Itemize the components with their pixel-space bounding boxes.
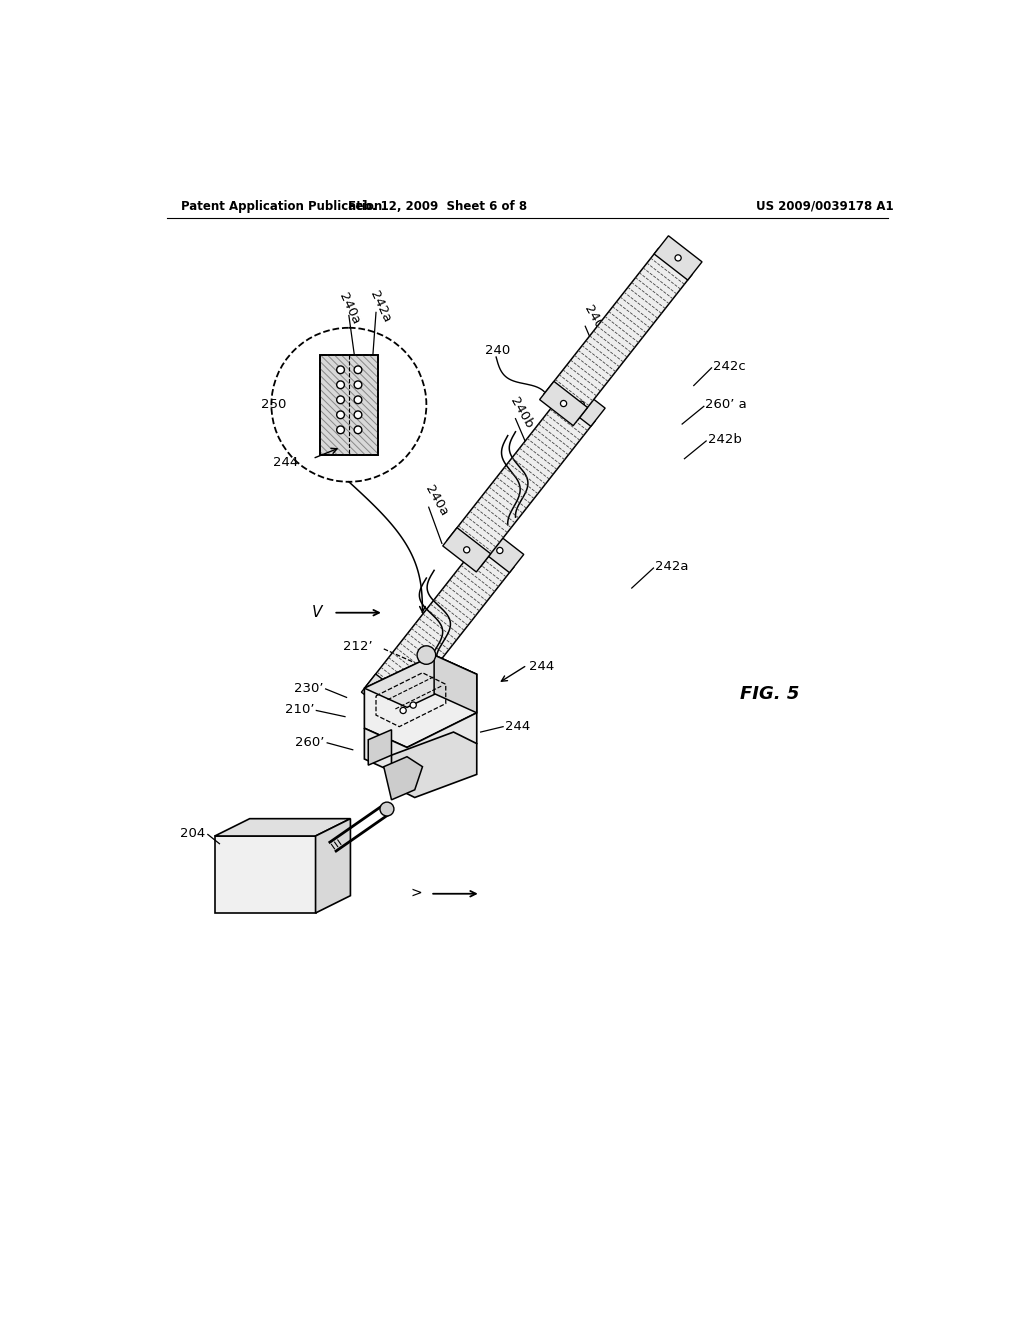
- Bar: [321, 355, 378, 455]
- Polygon shape: [365, 655, 477, 708]
- Text: 210’: 210’: [285, 704, 314, 717]
- Text: 260’: 260’: [296, 735, 325, 748]
- Circle shape: [560, 400, 566, 407]
- Polygon shape: [369, 730, 391, 766]
- Circle shape: [337, 396, 344, 404]
- Circle shape: [410, 702, 417, 708]
- Polygon shape: [315, 818, 350, 913]
- Polygon shape: [366, 541, 514, 713]
- Bar: [321, 355, 378, 455]
- Circle shape: [354, 396, 361, 404]
- Text: 242c: 242c: [713, 360, 745, 372]
- Polygon shape: [442, 528, 490, 572]
- Text: 240a: 240a: [423, 483, 451, 519]
- Polygon shape: [365, 713, 477, 779]
- Polygon shape: [434, 655, 477, 713]
- Polygon shape: [447, 395, 595, 566]
- Circle shape: [337, 381, 344, 388]
- Circle shape: [354, 381, 361, 388]
- Polygon shape: [384, 756, 423, 800]
- Text: 244: 244: [529, 660, 555, 673]
- Text: 242b: 242b: [708, 433, 741, 446]
- Polygon shape: [476, 528, 524, 573]
- Text: 240: 240: [484, 345, 510, 358]
- Text: 230’: 230’: [294, 681, 324, 694]
- Text: 212’: 212’: [342, 640, 372, 653]
- Text: 244: 244: [273, 455, 299, 469]
- Text: 244: 244: [506, 721, 530, 733]
- Circle shape: [354, 411, 361, 418]
- Circle shape: [417, 645, 435, 664]
- Text: >: >: [411, 886, 423, 900]
- Circle shape: [337, 426, 344, 434]
- Polygon shape: [391, 733, 477, 797]
- Polygon shape: [215, 836, 315, 913]
- Circle shape: [497, 548, 503, 553]
- Text: Patent Application Publication: Patent Application Publication: [180, 199, 382, 213]
- Circle shape: [337, 366, 344, 374]
- Text: Feb. 12, 2009  Sheet 6 of 8: Feb. 12, 2009 Sheet 6 of 8: [348, 199, 527, 213]
- Circle shape: [380, 803, 394, 816]
- Polygon shape: [361, 675, 410, 718]
- Circle shape: [337, 411, 344, 418]
- Text: V: V: [311, 605, 322, 620]
- Text: 242a: 242a: [367, 288, 393, 325]
- Circle shape: [579, 401, 585, 408]
- Circle shape: [382, 693, 388, 700]
- Polygon shape: [540, 381, 588, 425]
- Text: 250: 250: [261, 399, 287, 412]
- Text: 240a: 240a: [336, 290, 361, 326]
- Text: 240b: 240b: [508, 395, 536, 430]
- Text: 240c: 240c: [582, 302, 609, 338]
- Polygon shape: [544, 248, 692, 420]
- Circle shape: [675, 255, 681, 261]
- Text: 260’ a: 260’ a: [706, 399, 748, 412]
- Circle shape: [354, 366, 361, 374]
- Circle shape: [354, 426, 361, 434]
- Text: US 2009/0039178 A1: US 2009/0039178 A1: [756, 199, 893, 213]
- Circle shape: [464, 546, 470, 553]
- Polygon shape: [215, 818, 350, 836]
- Polygon shape: [365, 655, 477, 747]
- Text: FIG. 5: FIG. 5: [740, 685, 800, 702]
- Circle shape: [400, 708, 407, 714]
- Polygon shape: [654, 236, 702, 280]
- Polygon shape: [557, 381, 605, 426]
- Text: 204: 204: [180, 828, 206, 841]
- Text: 242a: 242a: [655, 560, 688, 573]
